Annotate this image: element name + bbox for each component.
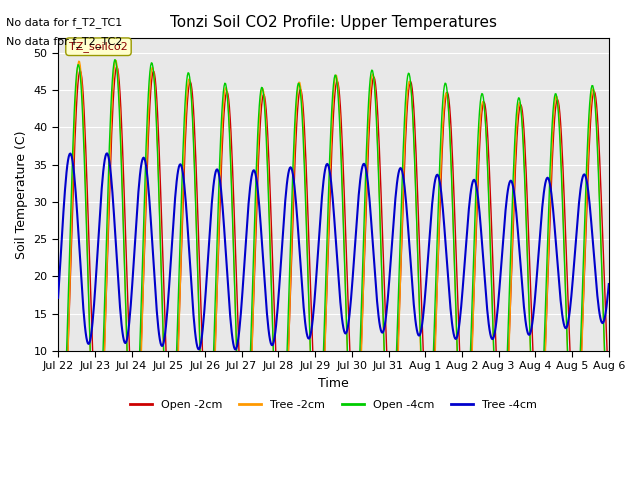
Text: TZ_soilco2: TZ_soilco2 xyxy=(69,41,128,52)
Legend: Open -2cm, Tree -2cm, Open -4cm, Tree -4cm: Open -2cm, Tree -2cm, Open -4cm, Tree -4… xyxy=(125,395,541,414)
Y-axis label: Soil Temperature (C): Soil Temperature (C) xyxy=(15,130,28,259)
Text: No data for f_T2_TC1: No data for f_T2_TC1 xyxy=(6,17,123,28)
Text: No data for f_T2_TC2: No data for f_T2_TC2 xyxy=(6,36,123,47)
Title: Tonzi Soil CO2 Profile: Upper Temperatures: Tonzi Soil CO2 Profile: Upper Temperatur… xyxy=(170,15,497,30)
X-axis label: Time: Time xyxy=(318,377,349,390)
